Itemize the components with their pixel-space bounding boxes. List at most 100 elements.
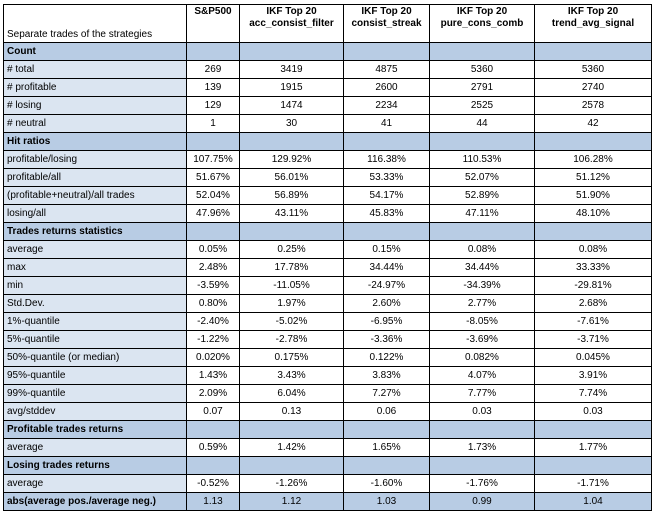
cell-value: 17.78%: [239, 258, 344, 277]
column-header-line2: acc_consist_filter: [249, 18, 334, 29]
cell-value: 1.04: [534, 492, 652, 511]
cell-value: 5360: [429, 60, 535, 79]
table-row: Std.Dev. 0.80% 1.97% 2.60% 2.77% 2.68%: [3, 294, 652, 313]
section-header-row: Hit ratios: [3, 132, 652, 151]
section-header-cell: [534, 420, 652, 439]
cell-value: 0.59%: [186, 438, 240, 457]
cell-value: 0.99: [429, 492, 535, 511]
cell-value: 0.020%: [186, 348, 240, 367]
cell-value: 1: [186, 114, 240, 133]
table-row: # total 269 3419 4875 5360 5360: [3, 60, 652, 79]
section-header-cell: [186, 456, 240, 475]
cell-value: 2.09%: [186, 384, 240, 403]
table-row: average -0.52% -1.26% -1.60% -1.76% -1.71%: [3, 474, 652, 493]
cell-value: 3.91%: [534, 366, 652, 385]
cell-value: 0.13: [239, 402, 344, 421]
cell-value: -1.76%: [429, 474, 535, 493]
cell-value: -6.95%: [343, 312, 430, 331]
row-label: average: [3, 474, 187, 493]
cell-value: 1.42%: [239, 438, 344, 457]
table-row: (profitable+neutral)/all trades 52.04% 56.…: [3, 186, 652, 205]
column-header-consist-streak: IKF Top 20 consist_streak: [343, 4, 430, 43]
cell-value: 129: [186, 96, 240, 115]
cell-value: 44: [429, 114, 535, 133]
section-title: Trades returns statistics: [3, 222, 187, 241]
cell-value: 107.75%: [186, 150, 240, 169]
cell-value: 45.83%: [343, 204, 430, 223]
section-header-cell: [186, 42, 240, 61]
cell-value: 0.03: [534, 402, 652, 421]
cell-value: 1.65%: [343, 438, 430, 457]
header-row: Separate trades of the strategies S&P500…: [3, 4, 652, 43]
cell-value: -24.97%: [343, 276, 430, 295]
section-title: Count: [3, 42, 187, 61]
section-header-cell: [429, 420, 535, 439]
row-label: 95%-quantile: [3, 366, 187, 385]
row-label: losing/all: [3, 204, 187, 223]
cell-value: -1.71%: [534, 474, 652, 493]
strategies-trade-table-container: Separate trades of the strategies S&P500…: [3, 4, 652, 511]
cell-value: 2234: [343, 96, 430, 115]
cell-value: 1.97%: [239, 294, 344, 313]
section-header-cell: [343, 222, 430, 241]
cell-value: 0.07: [186, 402, 240, 421]
section-header-cell: [429, 42, 535, 61]
table-row: profitable/all 51.67% 56.01% 53.33% 52.07% 51…: [3, 168, 652, 187]
section-header-cell: [239, 222, 344, 241]
cell-value: -29.81%: [534, 276, 652, 295]
column-header-trend-avg-signal: IKF Top 20 trend_avg_signal: [534, 4, 652, 43]
cell-value: 51.12%: [534, 168, 652, 187]
section-header-cell: [429, 132, 535, 151]
table-row: losing/all 47.96% 43.11% 45.83% 47.11% 48.10%: [3, 204, 652, 223]
cell-value: 4.07%: [429, 366, 535, 385]
section-header-cell: [186, 132, 240, 151]
row-label: 1%-quantile: [3, 312, 187, 331]
table-row: 1%-quantile -2.40% -5.02% -6.95% -8.05% -7.61…: [3, 312, 652, 331]
table-row: 50%-quantile (or median) 0.020% 0.175% 0.12…: [3, 348, 652, 367]
cell-value: -3.59%: [186, 276, 240, 295]
cell-value: 51.90%: [534, 186, 652, 205]
row-label: min: [3, 276, 187, 295]
cell-value: 0.03: [429, 402, 535, 421]
cell-value: 1474: [239, 96, 344, 115]
cell-value: -7.61%: [534, 312, 652, 331]
row-label: # losing: [3, 96, 187, 115]
section-header-cell: [343, 456, 430, 475]
cell-value: 1.12: [239, 492, 344, 511]
section-header-cell: [343, 420, 430, 439]
row-label: average: [3, 240, 187, 259]
column-header-line1: IKF Top 20: [361, 6, 412, 17]
cell-value: 0.15%: [343, 240, 430, 259]
cell-value: 41: [343, 114, 430, 133]
cell-value: 0.175%: [239, 348, 344, 367]
column-header-line2: trend_avg_signal: [551, 18, 635, 29]
column-header-line2: pure_cons_comb: [440, 18, 524, 29]
row-label: average: [3, 438, 187, 457]
section-header-row: Losing trades returns: [3, 456, 652, 475]
cell-value: 6.04%: [239, 384, 344, 403]
cell-value: 1.03: [343, 492, 430, 511]
cell-value: 52.89%: [429, 186, 535, 205]
cell-value: -5.02%: [239, 312, 344, 331]
strategies-trade-table: Separate trades of the strategies S&P500…: [3, 4, 652, 511]
cell-value: 0.80%: [186, 294, 240, 313]
cell-value: 47.11%: [429, 204, 535, 223]
table-row: 99%-quantile 2.09% 6.04% 7.27% 7.77% 7.74%: [3, 384, 652, 403]
cell-value: 42: [534, 114, 652, 133]
section-header-cell: [239, 42, 344, 61]
section-header-cell: [429, 222, 535, 241]
row-label: abs(average pos./average neg.): [3, 492, 187, 511]
row-label: avg/stddev: [3, 402, 187, 421]
cell-value: 43.11%: [239, 204, 344, 223]
cell-value: 47.96%: [186, 204, 240, 223]
section-header-cell: [429, 456, 535, 475]
cell-value: 34.44%: [343, 258, 430, 277]
column-header-line1: IKF Top 20: [567, 6, 619, 17]
cell-value: 2.68%: [534, 294, 652, 313]
cell-value: -8.05%: [429, 312, 535, 331]
table-row: # profitable 139 1915 2600 2791 2740: [3, 78, 652, 97]
section-header-row: Profitable trades returns: [3, 420, 652, 439]
cell-value: 106.28%: [534, 150, 652, 169]
table-row: average 0.05% 0.25% 0.15% 0.08% 0.08%: [3, 240, 652, 259]
section-header-cell: [239, 456, 344, 475]
